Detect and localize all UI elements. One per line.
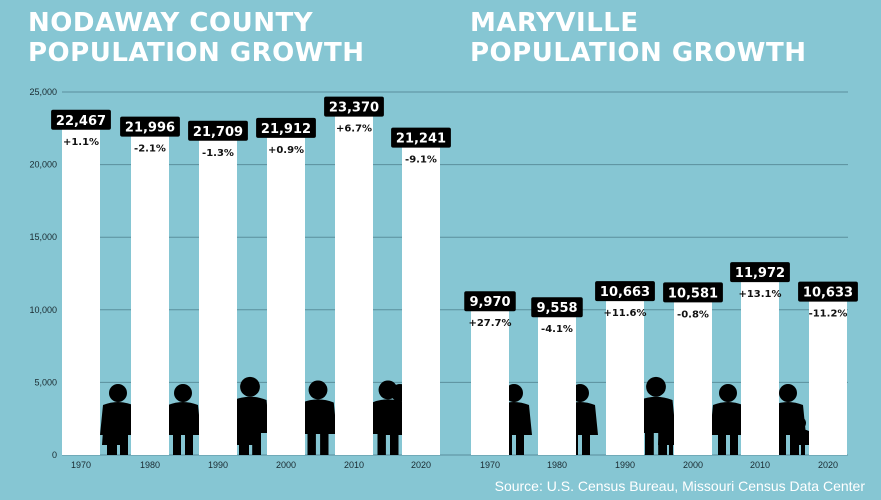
- value-badge: [256, 117, 316, 138]
- y-tick-label: 0: [52, 450, 57, 460]
- change-label: +6.7%: [336, 124, 372, 135]
- y-tick-label: 25,000: [29, 87, 57, 97]
- value-badge: [391, 127, 451, 148]
- change-label: +13.1%: [738, 289, 781, 300]
- y-axis: 0 5,000 10,000 15,000 20,000 25,000: [29, 87, 57, 460]
- city-title-line-1: MARYVILLE: [470, 8, 639, 38]
- bar-county-2020: [402, 146, 440, 455]
- gridlines: [62, 91, 848, 456]
- bar-county-1970: [62, 128, 100, 455]
- value-badge: [595, 281, 655, 302]
- change-label: +1.1%: [63, 137, 99, 148]
- bar-county-2010: [335, 115, 373, 455]
- change-label: -4.1%: [541, 324, 573, 335]
- change-label: -1.3%: [202, 148, 234, 159]
- bar-city-1980: [538, 316, 576, 455]
- value-label: 22,467: [56, 114, 106, 129]
- bar-county-2000: [267, 136, 305, 455]
- bar-county-1980: [131, 135, 169, 455]
- value-badge: [51, 109, 111, 130]
- value-badge: [188, 120, 248, 141]
- x-tick-label: 2010: [750, 460, 770, 470]
- y-tick-label: 20,000: [29, 160, 57, 170]
- y-tick-label: 5,000: [34, 377, 57, 387]
- county-title-line-1: NODAWAY COUNTY: [28, 8, 314, 38]
- x-tick-label: 1970: [480, 460, 500, 470]
- y-tick-label: 15,000: [29, 232, 57, 242]
- county-chart-title: NODAWAY COUNTY POPULATION GROWTH: [28, 8, 364, 68]
- value-badge: [531, 297, 583, 318]
- value-label: 21,241: [396, 132, 446, 147]
- change-label: +0.9%: [268, 145, 304, 156]
- x-tick-label: 2010: [344, 460, 364, 470]
- value-label: 21,912: [261, 122, 311, 137]
- x-tick-label: 1980: [140, 460, 160, 470]
- city-chart-title: MARYVILLE POPULATION GROWTH: [470, 8, 806, 68]
- value-badge: [324, 96, 384, 117]
- bar-city-1970: [471, 310, 509, 455]
- value-label: 21,996: [125, 121, 175, 136]
- value-badge: [663, 282, 723, 303]
- bar-county-1990: [199, 139, 237, 455]
- value-label: 11,972: [735, 266, 785, 281]
- change-label: -0.8%: [677, 309, 709, 320]
- value-label: 21,709: [193, 125, 243, 140]
- x-tick-label: 1980: [547, 460, 567, 470]
- change-label: +11.6%: [603, 308, 646, 319]
- bar-city-2020: [809, 300, 847, 455]
- value-label: 10,663: [600, 285, 650, 300]
- value-badge: [730, 262, 790, 283]
- x-tick-label: 2020: [411, 460, 431, 470]
- change-label: -11.2%: [809, 309, 848, 320]
- bars: 22,467 +1.1% 1970 21,996 -2.1% 1980 21,709 -1.3…: [51, 96, 858, 470]
- city-title-line-2: POPULATION GROWTH: [470, 38, 807, 68]
- bar-city-1990: [606, 300, 644, 455]
- source-note: Source: U.S. Census Bureau, Missouri Cen…: [494, 478, 865, 494]
- change-label: -9.1%: [405, 155, 437, 166]
- x-tick-label: 1990: [615, 460, 635, 470]
- value-label: 23,370: [329, 101, 379, 116]
- people-silhouette-icon: [710, 384, 746, 455]
- y-tick-label: 10,000: [29, 305, 57, 315]
- x-tick-label: 1990: [208, 460, 228, 470]
- value-badge: [120, 116, 180, 137]
- value-badge: [464, 291, 516, 312]
- x-tick-label: 2020: [818, 460, 838, 470]
- people-silhouette-icon: [165, 384, 201, 455]
- x-tick-label: 1970: [71, 460, 91, 470]
- value-badge: [798, 281, 858, 302]
- value-label: 9,970: [469, 295, 510, 310]
- county-title-line-2: POPULATION GROWTH: [28, 38, 365, 68]
- bar-city-2010: [741, 281, 779, 455]
- x-tick-label: 2000: [276, 460, 296, 470]
- x-tick-label: 2000: [683, 460, 703, 470]
- change-label: -2.1%: [134, 144, 166, 155]
- value-label: 9,558: [536, 301, 577, 316]
- value-label: 10,633: [803, 286, 853, 301]
- value-label: 10,581: [668, 286, 718, 301]
- change-label: +27.7%: [468, 318, 511, 329]
- bar-city-2000: [674, 301, 712, 455]
